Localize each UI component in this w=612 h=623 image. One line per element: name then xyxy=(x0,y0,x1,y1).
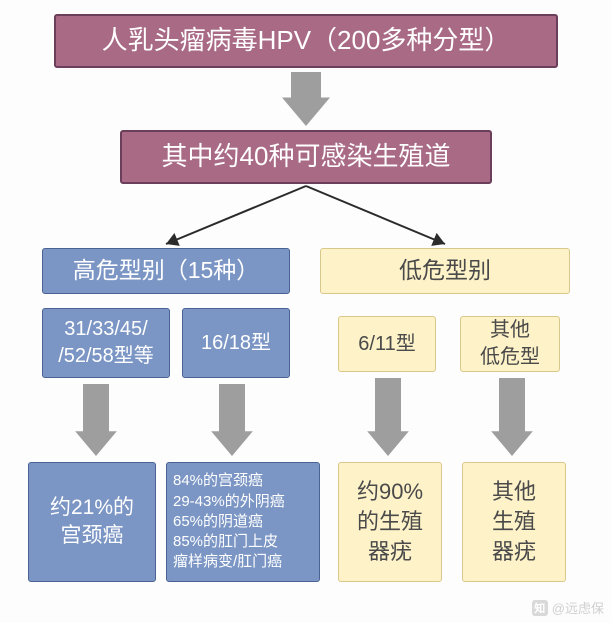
watermark-text: @远虑保 xyxy=(552,598,604,617)
node-low_out_b: 其他 生殖 器疣 xyxy=(462,462,566,582)
node-low_b: 其他 低危型 xyxy=(460,316,560,372)
watermark: 知 @远虑保 xyxy=(532,598,604,617)
node-low_out_a: 约90% 的生殖 器疣 xyxy=(338,462,442,582)
split-arrowhead xyxy=(431,233,445,246)
thick-arrow xyxy=(282,72,330,126)
node-high_a: 31/33/45/ /52/58型等 xyxy=(42,308,170,378)
thick-arrow xyxy=(211,384,253,456)
node-level2: 其中约40种可感染生殖道 xyxy=(120,130,492,184)
zhihu-icon: 知 xyxy=(532,600,548,616)
node-high_out_a: 约21%的 宫颈癌 xyxy=(28,462,156,582)
node-high_b: 16/18型 xyxy=(182,308,290,378)
node-high_out_b: 84%的宫颈癌 29-43%的外阴癌 65%的阴道癌 85%的肛门上皮 瘤样病变… xyxy=(166,462,320,582)
node-low_header: 低危型别 xyxy=(320,248,570,294)
thick-arrow xyxy=(367,378,409,456)
split-line xyxy=(166,186,306,244)
split-arrowhead xyxy=(166,233,180,246)
thick-arrow xyxy=(75,384,117,456)
split-line xyxy=(306,186,445,244)
node-low_a: 6/11型 xyxy=(338,316,436,372)
thick-arrow xyxy=(491,378,533,456)
node-high_header: 高危型别（15种） xyxy=(42,248,290,294)
node-root: 人乳头瘤病毒HPV（200多种分型） xyxy=(54,14,558,68)
